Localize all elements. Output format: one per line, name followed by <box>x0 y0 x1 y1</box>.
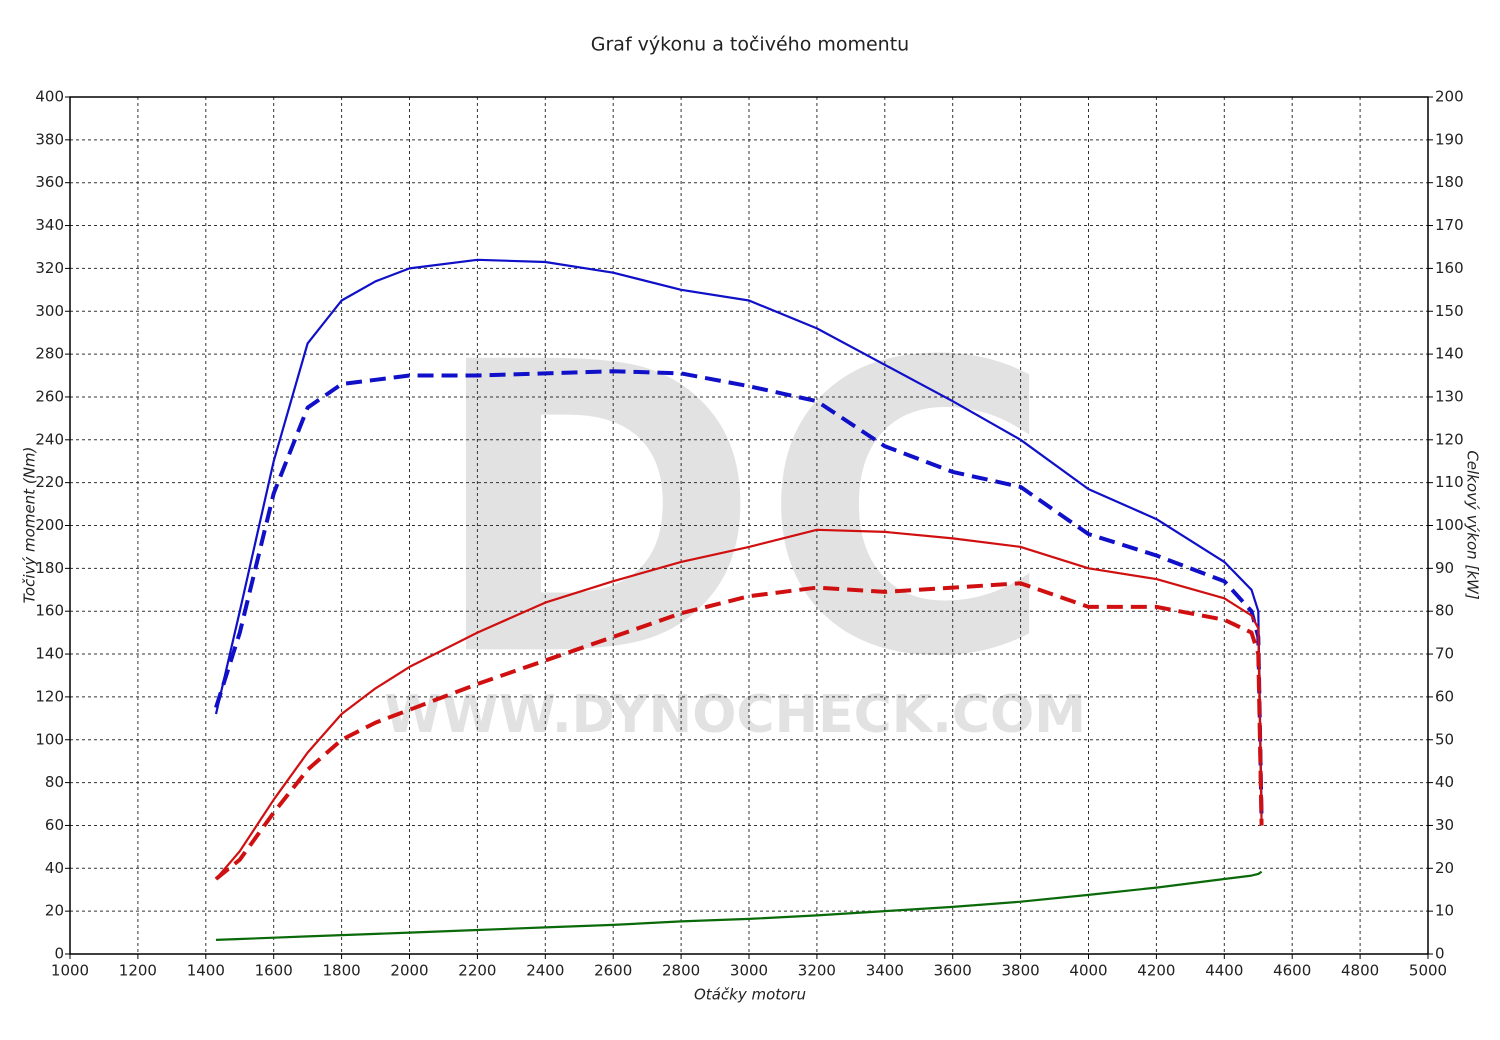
y-tick-label: 100 <box>35 730 64 748</box>
y-tick-label: 80 <box>45 773 64 791</box>
y2-tick-label: 200 <box>1435 88 1464 106</box>
y-tick-label: 260 <box>35 387 64 405</box>
y-tick-label: 360 <box>35 173 64 191</box>
y-tick-label: 380 <box>35 130 64 148</box>
x-tick-label: 4400 <box>1205 962 1243 980</box>
x-tick-label: 2400 <box>526 962 564 980</box>
y-tick-label: 320 <box>35 259 64 277</box>
y-tick-label: 20 <box>45 902 64 920</box>
x-tick-label: 3000 <box>730 962 768 980</box>
x-tick-label: 4800 <box>1341 962 1379 980</box>
y2-tick-label: 160 <box>1435 259 1464 277</box>
y2-tick-label: 90 <box>1435 559 1454 577</box>
y-tick-label: 220 <box>35 473 64 491</box>
y-tick-label: 300 <box>35 302 64 320</box>
y2-tick-label: 170 <box>1435 216 1464 234</box>
y2-tick-label: 70 <box>1435 645 1454 663</box>
series-line <box>215 528 1263 880</box>
x-tick-label: 2800 <box>662 962 700 980</box>
plot-frame <box>69 96 1429 955</box>
watermark: DC <box>429 279 1055 744</box>
x-tick-label: 3400 <box>866 962 904 980</box>
y2-tick-label: 40 <box>1435 773 1454 791</box>
y2-tick-label: 10 <box>1435 902 1454 920</box>
x-tick-label: 1000 <box>51 962 89 980</box>
y2-tick-label: 180 <box>1435 173 1464 191</box>
x-tick-label: 3600 <box>934 962 972 980</box>
y-tick-label: 400 <box>35 88 64 106</box>
x-tick-label: 4600 <box>1273 962 1311 980</box>
x-tick-label: 4200 <box>1137 962 1175 980</box>
x-tick-label: 1800 <box>323 962 361 980</box>
y2-tick-label: 140 <box>1435 345 1464 363</box>
y2-tick-label: 30 <box>1435 816 1454 834</box>
series-line <box>214 258 1263 815</box>
series-line <box>214 581 1264 881</box>
y2-tick-label: 0 <box>1435 945 1445 963</box>
y-tick-label: 120 <box>35 687 64 705</box>
y-tick-label: 140 <box>35 645 64 663</box>
y-tick-label: 0 <box>54 945 64 963</box>
y2-tick-label: 60 <box>1435 687 1454 705</box>
x-tick-label: 1400 <box>187 962 225 980</box>
y2-tick-label: 190 <box>1435 130 1464 148</box>
y2-tick-label: 110 <box>1435 473 1464 491</box>
series-line <box>215 870 1263 941</box>
x-tick-label: 2600 <box>594 962 632 980</box>
y2-tick-label: 150 <box>1435 302 1464 320</box>
chart-title: Graf výkonu a točivého momentu <box>591 34 909 56</box>
y2-tick-label: 100 <box>1435 516 1464 534</box>
y2-tick-label: 130 <box>1435 387 1464 405</box>
y-tick-label: 60 <box>45 816 64 834</box>
x-axis-label: Otáčky motoru <box>694 986 806 1004</box>
x-tick-label: 1600 <box>255 962 293 980</box>
x-tick-label: 4000 <box>1069 962 1107 980</box>
y-tick-label: 340 <box>35 216 64 234</box>
x-tick-label: 2000 <box>390 962 428 980</box>
y2-tick-label: 120 <box>1435 430 1464 448</box>
y-tick-label: 160 <box>35 602 64 620</box>
y-tick-label: 280 <box>35 345 64 363</box>
x-tick-label: 2200 <box>458 962 496 980</box>
y-tick-label: 40 <box>45 859 64 877</box>
x-tick-label: 5000 <box>1409 962 1447 980</box>
y2-tick-label: 20 <box>1435 859 1454 877</box>
y-tick-label: 180 <box>35 559 64 577</box>
y2-axis-label: Celkový výkon [kW] <box>1464 450 1482 600</box>
x-tick-label: 3200 <box>798 962 836 980</box>
y2-tick-label: 50 <box>1435 730 1454 748</box>
y-tick-label: 200 <box>35 516 64 534</box>
y2-tick-label: 80 <box>1435 602 1454 620</box>
series-line <box>214 369 1264 822</box>
y-tick-label: 240 <box>35 430 64 448</box>
y-axis-label: Točivý moment (Nm) <box>21 447 39 604</box>
x-tick-label: 3800 <box>1002 962 1040 980</box>
watermark-url: WWW.DYNOCHECK.COM <box>384 685 1086 745</box>
x-tick-label: 1200 <box>119 962 157 980</box>
